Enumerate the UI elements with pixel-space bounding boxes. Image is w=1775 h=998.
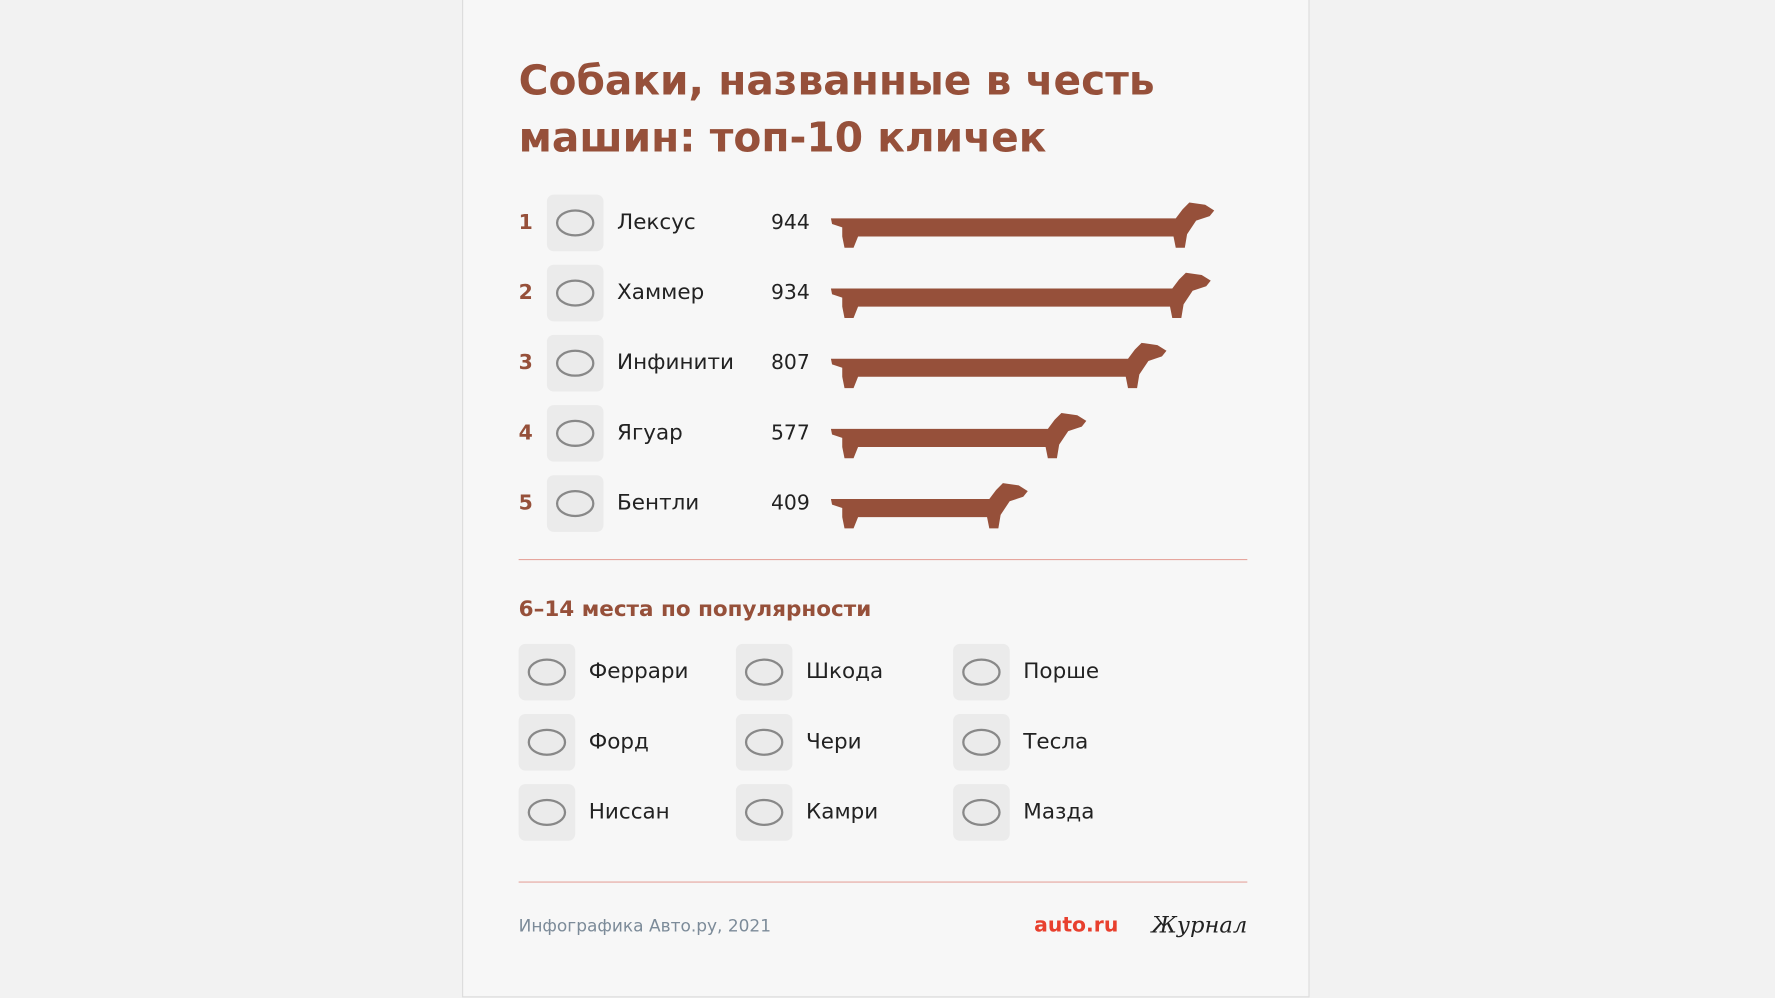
logo xyxy=(555,349,595,377)
other-name: Феррари xyxy=(589,659,689,684)
value-label: 944 xyxy=(771,210,810,234)
dachshund-bar xyxy=(830,202,1215,248)
card xyxy=(462,0,1310,998)
logo xyxy=(962,658,1001,686)
logo xyxy=(527,798,567,827)
logo-box xyxy=(953,643,1010,701)
other-name: Шкода xyxy=(806,659,883,684)
name: Инфинити xyxy=(617,350,734,375)
name: Хаммер xyxy=(617,280,704,305)
rank: 2 xyxy=(519,280,533,304)
logo-box xyxy=(518,643,576,701)
logo xyxy=(962,798,1001,827)
logo xyxy=(744,798,784,827)
rank: 1 xyxy=(519,210,533,234)
brand: auto.ru xyxy=(1034,913,1118,937)
dachshund-bar xyxy=(830,272,1211,318)
rank: 4 xyxy=(519,420,533,444)
source: Инфографика Авто.ру, 2021 xyxy=(519,917,771,937)
value-label: 409 xyxy=(771,491,810,515)
value-label: 807 xyxy=(771,350,810,374)
logo-box xyxy=(546,194,604,252)
logo xyxy=(555,489,595,518)
title-line: машин: топ-10 кличек xyxy=(519,113,1047,161)
logo-box xyxy=(518,713,576,771)
logo xyxy=(744,728,784,756)
value-label: 577 xyxy=(771,420,810,444)
logo xyxy=(555,209,595,237)
other-name: Порше xyxy=(1023,659,1099,684)
logo-box xyxy=(953,713,1010,771)
other-name: Мазда xyxy=(1023,799,1094,824)
rank: 3 xyxy=(519,350,533,374)
logo-box xyxy=(546,264,604,322)
logo-box xyxy=(735,713,793,771)
logo-box xyxy=(735,643,793,701)
logo-box xyxy=(546,334,604,392)
rank: 5 xyxy=(519,491,533,515)
value-label: 934 xyxy=(771,280,810,304)
brand-suffix: Журнал xyxy=(1149,913,1247,939)
other-name: Ниссан xyxy=(589,799,670,824)
name: Ягуар xyxy=(617,420,683,445)
dachshund-bar xyxy=(830,342,1167,389)
logo xyxy=(555,279,595,307)
logo-box xyxy=(735,784,793,841)
dachshund-bar xyxy=(830,483,1028,529)
logo xyxy=(744,658,784,686)
logo xyxy=(527,728,567,756)
logo-box xyxy=(546,475,604,532)
subtitle: 6–14 места по популярности xyxy=(519,597,872,622)
logo-box xyxy=(953,784,1010,841)
logo xyxy=(527,658,567,686)
other-name: Чери xyxy=(806,729,862,754)
logo-box xyxy=(546,405,604,462)
logo-box xyxy=(518,784,576,841)
other-name: Форд xyxy=(589,729,649,754)
title-line: Собаки, названные в честь xyxy=(519,57,1155,105)
logo xyxy=(962,728,1001,756)
other-name: Тесла xyxy=(1022,729,1088,754)
name: Бентли xyxy=(617,491,699,516)
logo xyxy=(555,419,595,447)
name: Лексус xyxy=(617,210,696,235)
other-name: Камри xyxy=(806,799,878,824)
